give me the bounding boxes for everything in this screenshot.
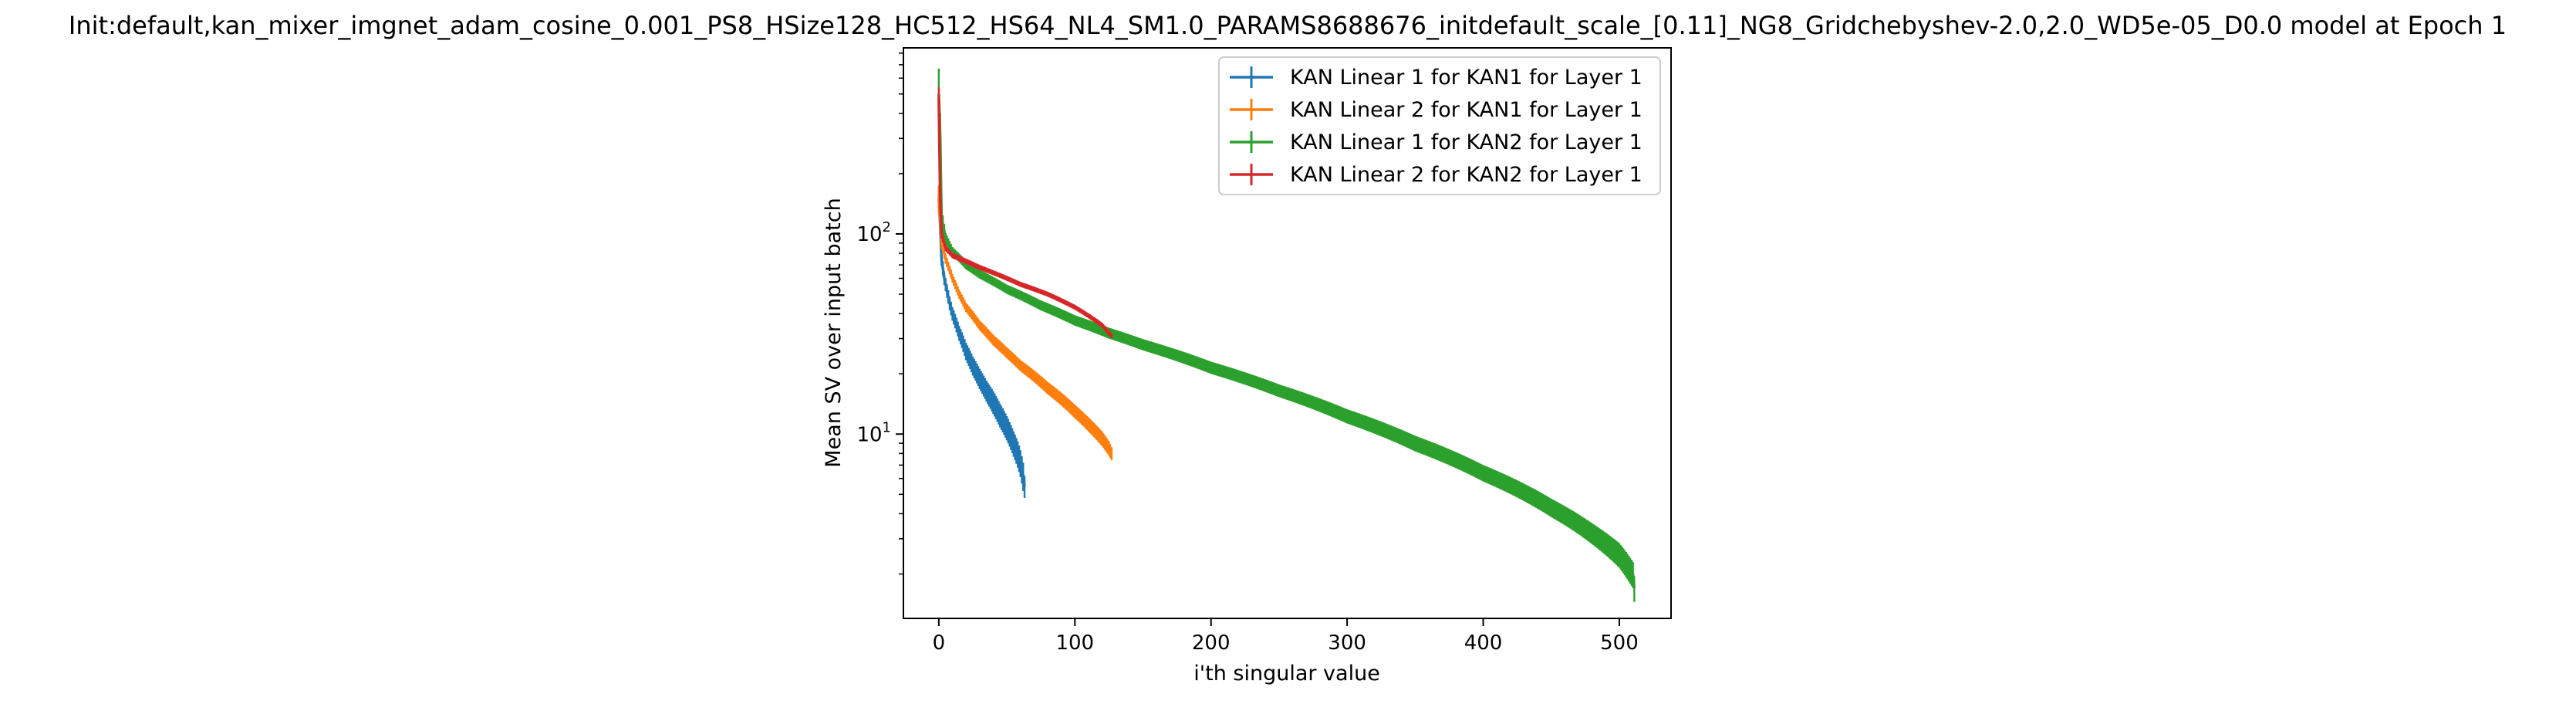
legend-item-4: KAN Linear 2 for KAN2 for Layer 1	[1230, 163, 1642, 187]
series-line	[937, 93, 1636, 588]
series-line	[937, 198, 1113, 455]
x-tick-label: 300	[1328, 632, 1366, 655]
x-axis: 0 100 200 300 400 500	[933, 618, 1639, 655]
x-tick-label: 0	[933, 632, 946, 655]
legend-label: KAN Linear 2 for KAN2 for Layer 1	[1290, 163, 1642, 187]
legend-item-1: KAN Linear 1 for KAN1 for Layer 1	[1230, 66, 1642, 90]
series-3	[937, 68, 1636, 602]
series-2	[937, 185, 1113, 461]
plot-frame	[903, 47, 1672, 619]
series-line	[937, 97, 1113, 337]
legend-label: KAN Linear 2 for KAN1 for Layer 1	[1290, 98, 1642, 122]
series-4	[937, 87, 1113, 339]
x-tick-label: 100	[1055, 632, 1094, 655]
legend: KAN Linear 1 for KAN1 for Layer 1 KAN Lin…	[1218, 56, 1661, 195]
series-line	[937, 198, 1026, 486]
legend-item-3: KAN Linear 1 for KAN2 for Layer 1	[1230, 130, 1642, 154]
series-1	[937, 188, 1026, 498]
legend-frame	[1218, 56, 1661, 195]
y-tick-label: 102	[856, 219, 891, 246]
y-axis: 101 102	[856, 52, 903, 575]
x-axis-label: i'th singular value	[1193, 662, 1380, 686]
y-tick-label: 101	[856, 419, 891, 446]
x-tick-label: 200	[1192, 632, 1231, 655]
y-axis-label: Mean SV over input batch	[822, 198, 846, 467]
chart-title: Init:default,kan_mixer_imgnet_adam_cosin…	[69, 11, 2507, 40]
legend-item-2: KAN Linear 2 for KAN1 for Layer 1	[1230, 98, 1642, 122]
legend-label: KAN Linear 1 for KAN2 for Layer 1	[1290, 130, 1642, 154]
x-tick-label: 500	[1600, 632, 1639, 655]
series-layer	[937, 68, 1636, 602]
x-tick-label: 400	[1464, 632, 1503, 655]
legend-label: KAN Linear 1 for KAN1 for Layer 1	[1290, 66, 1642, 90]
